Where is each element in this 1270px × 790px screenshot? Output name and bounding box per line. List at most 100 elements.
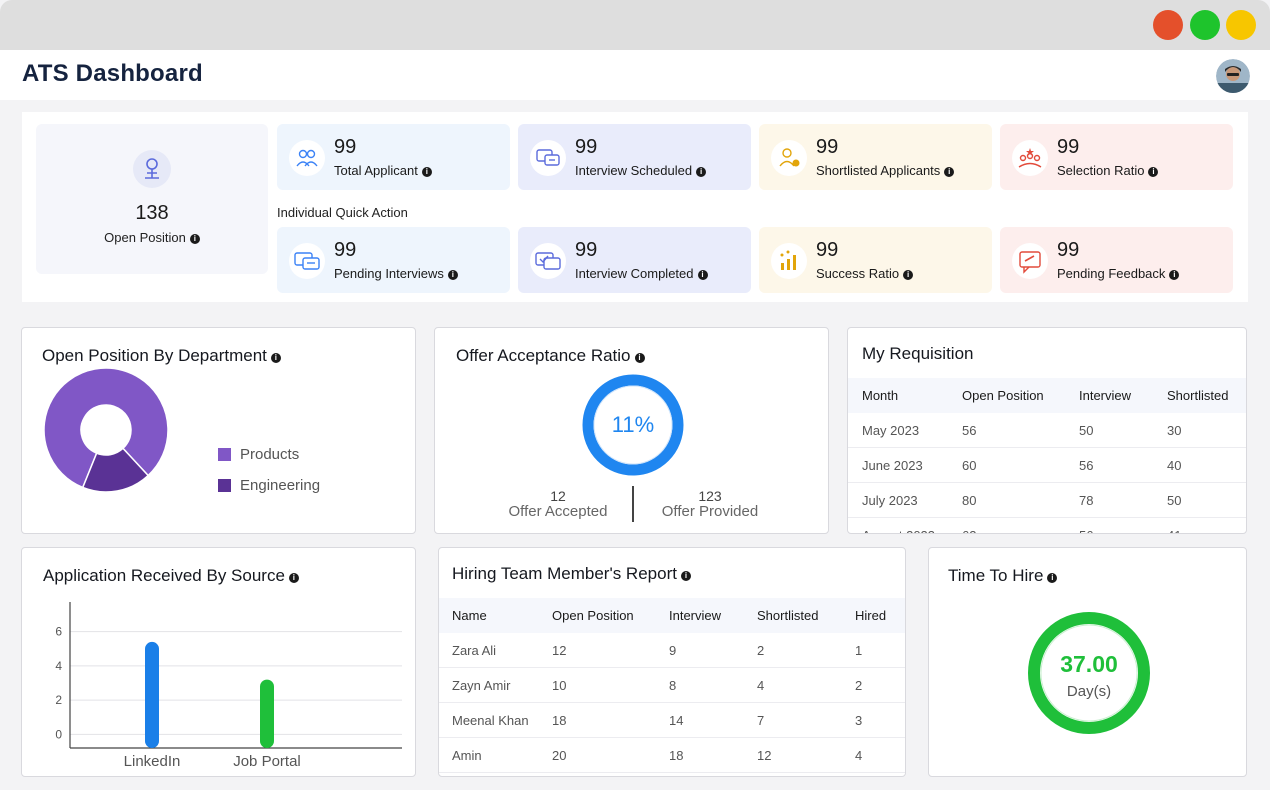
maximize-window-button[interactable] — [1190, 10, 1220, 40]
x-tick-label: Job Portal — [233, 753, 301, 770]
stat-card-interview-scheduled[interactable]: 99 Interview Scheduled i — [518, 124, 751, 190]
table-row[interactable]: Meenal Khan 18 14 7 3 — [439, 703, 905, 738]
info-icon[interactable]: i — [189, 234, 200, 244]
time-to-hire-card: Time To Hire i 37.00 Day(s) — [928, 547, 1247, 777]
dept-chart-title: Open Position By Department i — [42, 346, 281, 366]
open-position-label: Open Position i — [36, 230, 268, 245]
x-tick-label: LinkedIn — [124, 753, 181, 770]
time-to-hire-unit: Day(s) — [1067, 683, 1111, 700]
legend-swatch-products — [218, 448, 231, 461]
info-icon[interactable]: i — [1047, 573, 1058, 583]
info-icon[interactable]: i — [270, 353, 281, 363]
stat-label: Selection Ratio i — [1057, 163, 1159, 178]
table-cell: 18 — [552, 713, 567, 728]
stat-label: Pending Feedback i — [1057, 266, 1180, 281]
table-row[interactable]: Amin 20 18 12 4 — [439, 738, 905, 773]
table-cell: 30 — [1167, 423, 1182, 438]
stat-label: Interview Scheduled i — [575, 163, 707, 178]
hiring-header-row: Name Open Position Interview Shortlisted Hir… — [439, 598, 905, 633]
time-to-hire-ring: 37.00 Day(s) — [1028, 612, 1150, 734]
info-icon[interactable]: i — [288, 573, 299, 583]
stat-card-shortlisted-applicants[interactable]: 99 Shortlisted Applicants i — [759, 124, 992, 190]
source-bar-chart: 0 2 4 6 LinkedIn Job Portal — [55, 602, 402, 770]
table-cell: 10 — [552, 678, 567, 693]
info-icon[interactable]: i — [697, 270, 708, 280]
stat-card-total-applicant[interactable]: 99 Total Applicant i — [277, 124, 510, 190]
info-icon[interactable]: i — [634, 353, 645, 363]
offer-accepted-label: Offer Accepted — [508, 503, 608, 520]
stat-card-pending-feedback[interactable]: 99 Pending Feedback i — [1000, 227, 1233, 293]
table-cell: August 2023 — [862, 528, 935, 533]
source-chart-title: Application Received By Source i — [43, 566, 299, 586]
table-cell: Zayn Amir — [452, 678, 511, 693]
table-cell: 62 — [962, 528, 976, 533]
info-icon[interactable]: i — [421, 167, 432, 177]
stat-label: Total Applicant i — [334, 163, 432, 178]
legend-label-products: Products — [240, 446, 300, 463]
table-cell: 4 — [757, 678, 765, 693]
offer-ratio-ring: 11% — [582, 374, 684, 476]
table-cell: June 2023 — [862, 458, 923, 473]
stat-value: 99 — [1057, 136, 1080, 158]
table-row[interactable]: Zara Ali 12 9 2 1 — [439, 633, 905, 668]
table-row[interactable]: June 2023 60 56 40 — [848, 448, 1246, 483]
close-window-button[interactable] — [1153, 10, 1183, 40]
info-icon[interactable]: i — [1169, 270, 1180, 280]
column-header: Shortlisted — [757, 608, 819, 623]
interview-seat-icon — [133, 150, 171, 188]
stat-value: 99 — [575, 136, 598, 158]
requisition-title: My Requisition — [862, 344, 974, 363]
table-cell: May 2023 — [862, 423, 920, 438]
offer-divider — [632, 486, 634, 522]
column-header: Name — [452, 608, 487, 623]
info-icon[interactable]: i — [944, 167, 955, 177]
info-icon[interactable]: i — [903, 270, 914, 280]
table-cell: July 2023 — [862, 493, 918, 508]
requisition-header-row: Month Open Position Interview Shortlisted — [848, 378, 1246, 413]
table-cell: 50 — [1079, 423, 1094, 438]
minimize-window-button[interactable] — [1226, 10, 1256, 40]
table-row[interactable]: May 2023 56 50 30 — [848, 413, 1246, 448]
stat-card-selection-ratio[interactable]: 99 Selection Ratio i — [1000, 124, 1233, 190]
bar-linkedin[interactable] — [145, 641, 159, 748]
y-tick-label: 6 — [55, 625, 62, 639]
info-icon[interactable]: i — [447, 270, 458, 280]
table-cell: Amin — [452, 748, 482, 763]
user-avatar[interactable] — [1216, 59, 1250, 93]
table-row[interactable]: August 2023 62 56 41 — [848, 518, 1246, 533]
stat-card-pending-interviews[interactable]: 99 Pending Interviews i — [277, 227, 510, 293]
stat-value: 99 — [816, 136, 839, 158]
info-icon[interactable]: i — [680, 571, 691, 581]
table-cell: Meenal Khan — [452, 713, 529, 728]
stat-label: Success Ratio i — [816, 266, 914, 281]
offer-accepted-value: 12 — [550, 488, 566, 504]
y-tick-label: 4 — [55, 659, 62, 673]
column-header: Hired — [855, 608, 887, 623]
info-icon[interactable]: i — [696, 167, 707, 177]
bar-job-portal[interactable] — [260, 679, 274, 748]
column-header: Interview — [1079, 388, 1132, 403]
stat-card-interview-completed[interactable]: 99 Interview Completed i — [518, 227, 751, 293]
hiring-table-scroll[interactable]: Name Open Position Interview Shortlisted Hir… — [439, 598, 905, 776]
pie-slice-products[interactable] — [44, 368, 169, 489]
table-cell: 78 — [1079, 493, 1094, 508]
pie-slice-engineering[interactable] — [81, 447, 150, 493]
offer-provided-value: 123 — [698, 488, 722, 504]
column-header: Month — [862, 388, 899, 403]
quick-action-label: Individual Quick Action — [277, 205, 408, 220]
table-cell: 20 — [552, 748, 567, 763]
table-row[interactable]: Zayn Amir 10 8 4 2 — [439, 668, 905, 703]
requisition-table-scroll[interactable]: Month Open Position Interview Shortlisted Ma… — [848, 378, 1246, 533]
info-icon[interactable]: i — [1148, 167, 1159, 177]
table-cell: 14 — [669, 713, 684, 728]
table-cell: 12 — [757, 748, 772, 763]
stat-label: Interview Completed i — [575, 266, 708, 281]
team-star-icon — [1012, 140, 1048, 176]
table-cell: 3 — [855, 713, 863, 728]
table-row[interactable]: July 2023 80 78 50 — [848, 483, 1246, 518]
legend-swatch-engineering — [218, 479, 231, 492]
dept-chart-card: Open Position By Department i Products En… — [21, 327, 416, 534]
stat-card-success-ratio[interactable]: 99 Success Ratio i — [759, 227, 992, 293]
open-position-card[interactable]: 138 Open Position i — [36, 124, 268, 274]
offer-ratio-value: 11% — [612, 412, 654, 437]
